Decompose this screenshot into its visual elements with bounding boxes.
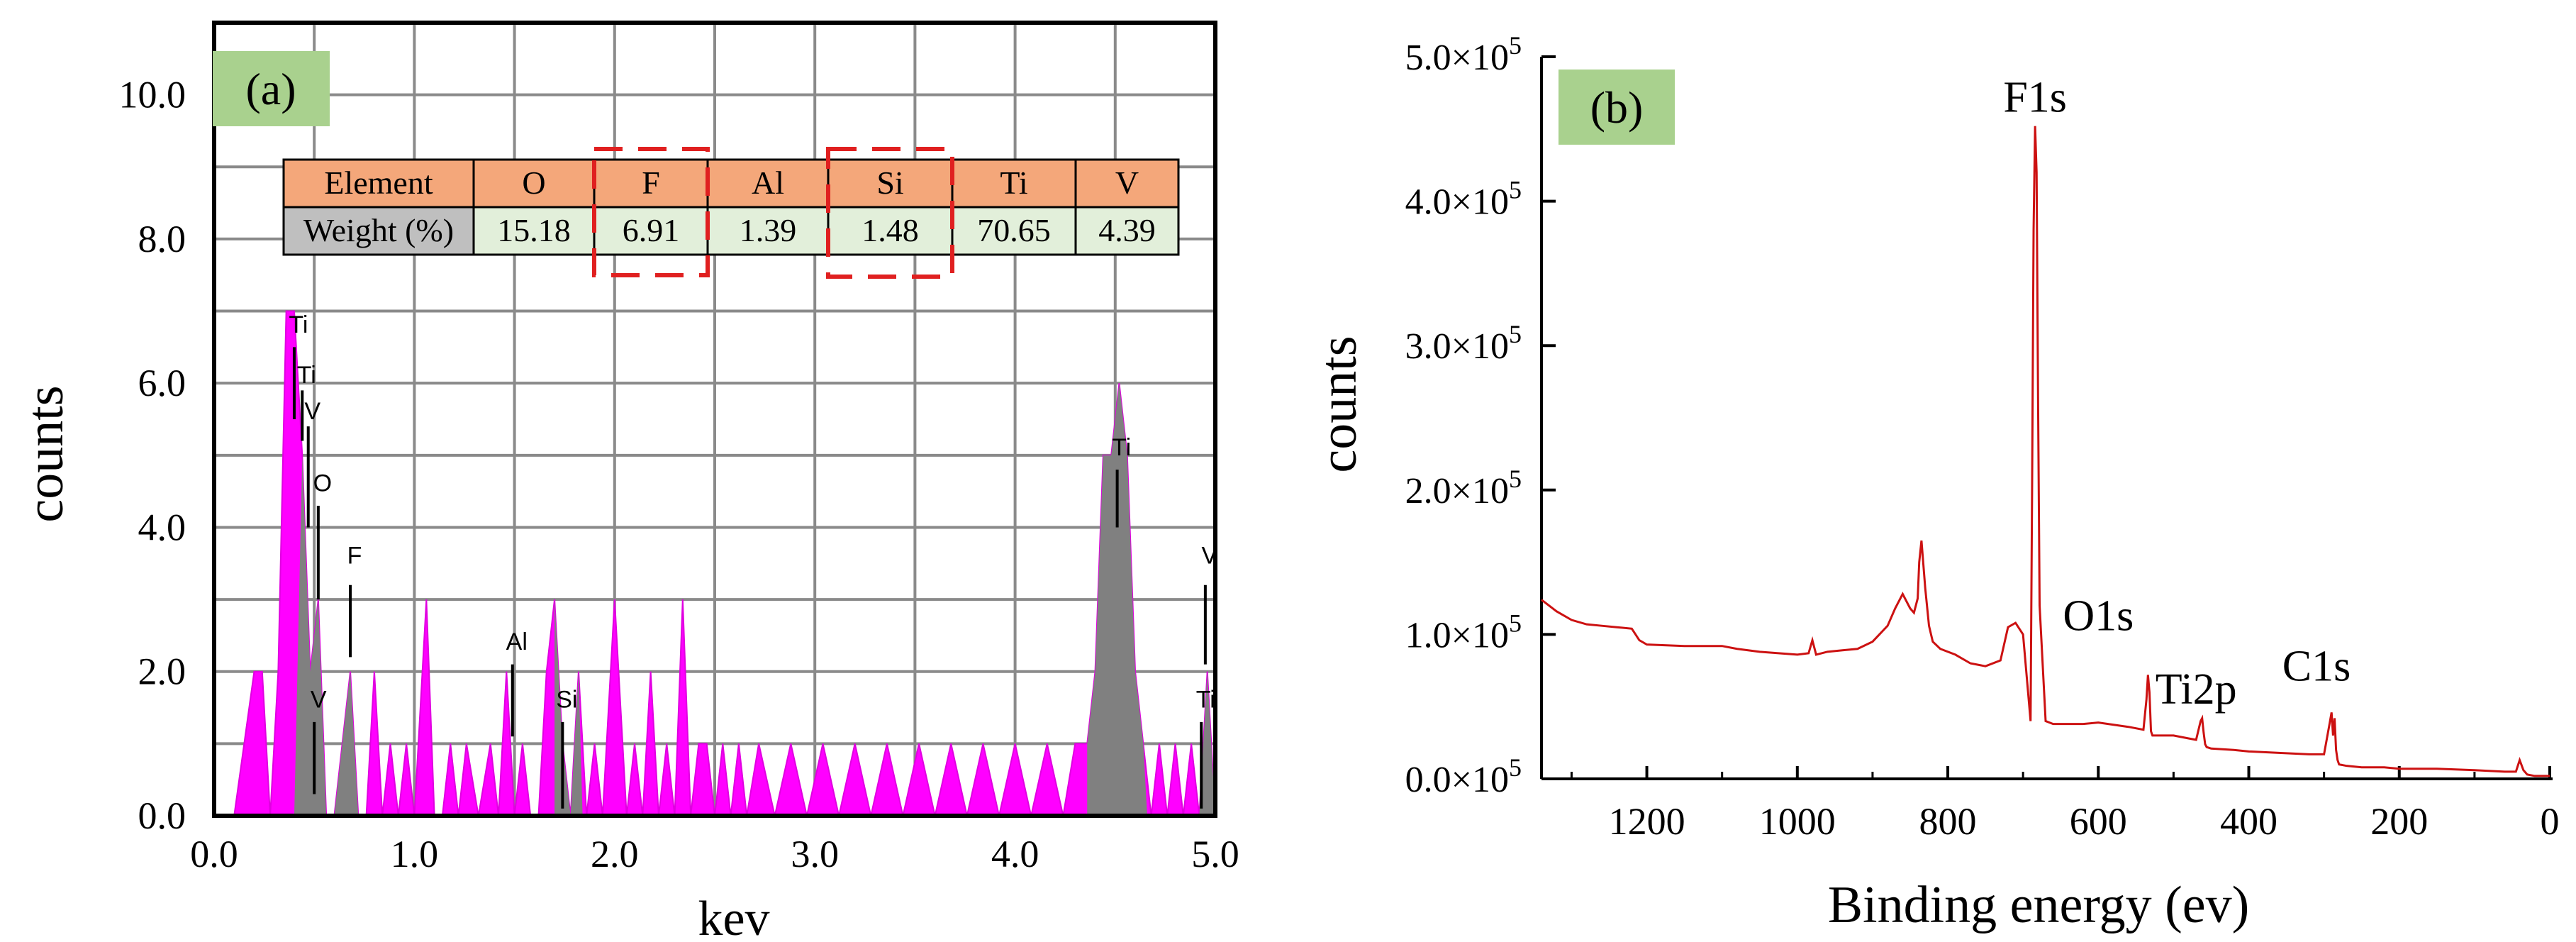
panel-a-label: (a) (245, 64, 296, 114)
panel-b-spectrum (1541, 126, 2550, 777)
peak-label-c1s: C1s (2282, 643, 2351, 691)
table-element-cell: Si (876, 165, 903, 201)
marker-label-ti: Ti (289, 311, 308, 338)
x-tick-label: 800 (1919, 800, 1977, 843)
y-tick-label: 0.0 (138, 794, 186, 837)
table-element-cell: Ti (1000, 165, 1027, 201)
table-element-cell: F (642, 165, 660, 201)
table-weight-header-cell (282, 206, 475, 256)
table-header-row (282, 158, 1180, 209)
x-tick-label: 4.0 (991, 833, 1039, 875)
panel-a-spectrum (233, 310, 1217, 816)
y-tick-label: 4.0 (138, 506, 186, 548)
y-tick-label: 0.0×105 (1405, 753, 1522, 800)
panel-b-x-axis-label: Binding energy (ev) (1828, 876, 2250, 934)
marker-label-f: F (347, 542, 362, 569)
marker-label-ti: Ti (1196, 687, 1215, 714)
panel-a-plot-frame (212, 21, 1217, 818)
table-element-header: Element (324, 165, 433, 201)
table-weight-header: Weight (%) (303, 212, 454, 248)
panel-b-peak-labels: F1s O1s Ti2p C1s (2003, 73, 2351, 714)
peak-fill (1199, 671, 1215, 816)
panel-b-label-box (1559, 70, 1675, 145)
highlight-box-si (826, 147, 954, 279)
x-tick-label: 600 (2070, 800, 2127, 843)
table-cells: O 15.18 F 6.91 Al 1.39 Si 1.48 Ti 70.65 V 4.39 (497, 165, 1156, 248)
table-weight-cell: 70.65 (977, 212, 1051, 248)
y-tick-label: 10.0 (119, 74, 186, 116)
highlight-box-f (592, 147, 710, 277)
peak-label-o1s: O1s (2063, 592, 2134, 640)
panel-a-x-axis-label: kev (698, 892, 769, 942)
y-tick-label: 2.0 (138, 650, 186, 693)
table-weight-cell: 4.39 (1098, 212, 1156, 248)
marker-label-v: V (304, 398, 320, 425)
panel-a-y-ticks: 0.0 2.0 4.0 6.0 8.0 10.0 (119, 74, 186, 837)
peak-label-f1s: F1s (2003, 73, 2067, 121)
x-tick-label: 1200 (1609, 800, 1685, 843)
panel-b-y-ticks: 0.0×105 1.0×105 2.0×105 3.0×105 4.0×105 5.0×1… (1405, 31, 1556, 800)
y-tick-label: 5.0×105 (1405, 31, 1522, 78)
panel-a-x-ticks: 0.0 1.0 2.0 3.0 4.0 5.0 (190, 833, 1239, 875)
panel-b-xps-survey: 0.0×105 1.0×105 2.0×105 3.0×105 4.0×105 5.0×1… (1310, 31, 2560, 934)
marker-label-si: Si (556, 687, 577, 714)
y-tick-label: 8.0 (138, 218, 186, 260)
spectrum-area (233, 310, 1217, 816)
y-tick-label: 2.0×105 (1405, 465, 1522, 511)
panel-b-y-axis-label: counts (1310, 336, 1368, 472)
table-weight-cell: 15.18 (497, 212, 571, 248)
composition-table: Element Weight (%) O 15.18 F 6.91 Al 1.39 Si 1.… (282, 147, 1180, 279)
marker-label-ti: Ti (297, 362, 316, 389)
panel-b-label: (b) (1590, 82, 1644, 133)
y-tick-label: 6.0 (138, 362, 186, 404)
x-tick-label: 2.0 (591, 833, 639, 875)
y-tick-label: 4.0×105 (1405, 176, 1522, 223)
table-element-cell: V (1115, 165, 1139, 201)
x-tick-label: 0.0 (190, 833, 238, 875)
table-weight-cell: 1.39 (740, 212, 797, 248)
panel-a-eds-spectrum: Ti Ti V O V F Al Si Ti V Ti 0.0 1.0 2.0 3.0 4.0 5.0 0.0… (16, 21, 1239, 942)
panel-a-y-axis-label: counts (16, 385, 74, 522)
x-tick-label: 3.0 (791, 833, 839, 875)
marker-label-v: V (311, 687, 327, 714)
x-tick-label: 1000 (1759, 800, 1836, 843)
x-tick-label: 0 (2541, 800, 2560, 843)
peak-fill (294, 455, 359, 816)
x-tick-label: 400 (2220, 800, 2277, 843)
table-weight-cell: 6.91 (623, 212, 680, 248)
table-weight-cell: 1.48 (862, 212, 919, 248)
marker-label-ti: Ti (1112, 434, 1131, 461)
x-tick-label: 5.0 (1191, 833, 1239, 875)
x-tick-label: 200 (2370, 800, 2428, 843)
y-tick-label: 1.0×105 (1405, 609, 1522, 655)
panel-b-x-ticks: 1200 1000 800 600 400 200 0 (1570, 766, 2560, 843)
peak-fill (1087, 383, 1147, 816)
spectrum-line (1541, 126, 2550, 777)
marker-label-o: O (313, 470, 332, 497)
panel-a-label-box (213, 51, 330, 126)
table-element-cell: O (522, 165, 545, 201)
marker-label-al: Al (506, 628, 528, 655)
x-tick-label: 1.0 (391, 833, 439, 875)
table-element-cell: Al (752, 165, 784, 201)
panel-a-grid (214, 23, 1215, 816)
y-tick-label: 3.0×105 (1405, 320, 1522, 367)
peak-label-ti2p: Ti2p (2156, 665, 2237, 714)
